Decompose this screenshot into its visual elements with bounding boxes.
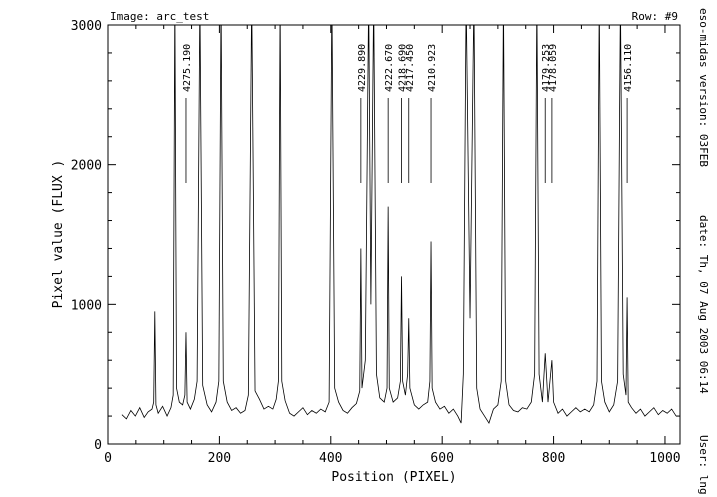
header-left: Image: arc_test — [110, 10, 209, 23]
y-tick-label: 1000 — [71, 298, 102, 313]
x-tick-label: 800 — [542, 451, 565, 466]
x-tick-label: 0 — [104, 451, 112, 466]
y-tick-label: 3000 — [71, 19, 102, 34]
y-tick-label: 0 — [94, 438, 102, 453]
x-tick-label: 1000 — [649, 451, 680, 466]
side-user: User: lng — [697, 435, 710, 495]
annotation-label: 4218.690 — [398, 44, 409, 92]
annotation-label: 4179.253 — [541, 44, 552, 92]
annotation-label: 4229.890 — [357, 44, 368, 92]
annotation-label: 4178.059 — [548, 44, 559, 92]
header-right: Row: #9 — [632, 10, 678, 23]
annotation-label: 4222.670 — [384, 44, 395, 92]
annotation-label: 4275.190 — [182, 44, 193, 92]
annotation-label: 4210.923 — [427, 44, 438, 92]
side-version: eso-midas version: 03FEB — [697, 8, 710, 167]
plot-frame — [107, 24, 681, 445]
y-tick-label: 2000 — [71, 159, 102, 174]
x-tick-label: 600 — [430, 451, 453, 466]
annotation-label: 4217.450 — [405, 44, 416, 92]
spectrum-line — [121, 25, 677, 424]
annotation-label: 4156.110 — [623, 44, 634, 92]
x-tick-label: 200 — [208, 451, 231, 466]
x-tick-label: 400 — [319, 451, 342, 466]
x-axis-label: Position (PIXEL) — [331, 470, 456, 485]
y-axis-label: Pixel value (FLUX ) — [51, 160, 66, 309]
side-date: date: Th, 07 Aug 2003 06:14 — [697, 215, 710, 394]
